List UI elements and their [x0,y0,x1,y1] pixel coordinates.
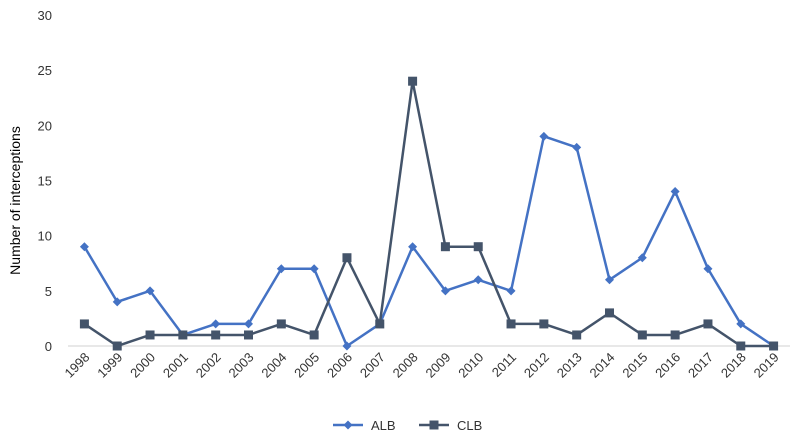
series-layer [79,76,779,351]
y-tick-label: 10 [38,229,52,244]
data-point [375,319,385,329]
x-tick-label: 2016 [652,350,683,381]
data-point [342,341,352,351]
x-tick-label: 2009 [422,350,453,381]
data-point [539,319,549,329]
x-tick-label: 2007 [357,350,388,381]
x-tick-label: 2018 [718,350,749,381]
y-axis-title: Number of interceptions [7,126,23,275]
x-tick-label: 2010 [455,350,486,381]
series-line-clb [83,79,774,348]
data-point [637,330,647,340]
data-point [539,131,549,141]
x-tick-label: 1999 [94,350,125,381]
x-tick-label: 2004 [258,350,289,381]
data-point [408,242,418,252]
x-tick-label: 2000 [127,350,158,381]
data-point [79,319,89,329]
data-point [473,275,483,285]
legend-label: ALB [371,418,396,433]
data-point [342,253,352,263]
data-point [473,242,483,252]
data-point [408,76,418,86]
x-tick-label: 2015 [619,350,650,381]
y-tick-label: 0 [45,339,52,354]
data-point [670,187,680,197]
x-tick-label: 1998 [61,350,92,381]
x-tick-label: 2017 [685,350,716,381]
y-tick-label: 25 [38,63,52,78]
data-point [309,264,319,274]
y-tick-label: 30 [38,8,52,23]
data-point [736,341,746,351]
data-point [605,308,614,318]
legend-marker [343,420,353,430]
legend-marker [429,420,439,430]
x-axis-ticks: 1998 1999 2000 2001 2002 2003 2004 2005 2006 2007… [61,350,781,381]
data-point [703,264,713,274]
data-point [276,319,286,329]
x-tick-label: 2001 [160,350,191,381]
data-point [440,286,450,296]
series-clb [79,76,779,351]
data-point [309,330,319,340]
data-point [670,330,680,340]
data-point [79,242,89,252]
x-tick-label: 2002 [193,350,224,381]
data-point [276,264,286,274]
data-point [637,253,647,263]
legend-item-alb: ALB [333,418,396,433]
x-tick-label: 2012 [521,350,552,381]
x-tick-label: 2003 [226,350,257,381]
data-point [211,330,221,340]
data-point [440,242,450,252]
data-point [145,330,155,340]
data-point [736,319,746,329]
y-tick-label: 5 [45,284,52,299]
data-point [703,319,713,329]
legend-item-clb: CLB [419,418,482,433]
data-point [572,142,582,152]
data-point [112,341,122,351]
x-tick-label: 2014 [587,350,618,381]
x-tick-label: 2011 [489,350,519,380]
y-axis-ticks: 0 5 10 15 20 25 30 [38,8,52,354]
legend-label: CLB [457,418,482,433]
data-point [572,330,582,340]
x-tick-label: 2019 [751,350,782,381]
data-point [506,286,516,296]
data-point [244,330,253,340]
data-point [769,341,779,351]
x-tick-label: 2008 [390,350,421,381]
data-point [506,319,516,329]
data-point [145,286,155,296]
series-line-alb [83,135,775,348]
data-point [112,297,122,307]
data-point [178,330,188,340]
data-point [605,275,614,285]
x-tick-label: 2006 [324,350,355,381]
y-tick-label: 15 [38,174,52,189]
y-tick-label: 20 [38,118,52,133]
data-point [211,319,221,329]
x-tick-label: 2013 [554,350,585,381]
data-point [244,319,253,329]
legend: ALB CLB [333,418,482,433]
x-tick-label: 2005 [291,350,322,381]
